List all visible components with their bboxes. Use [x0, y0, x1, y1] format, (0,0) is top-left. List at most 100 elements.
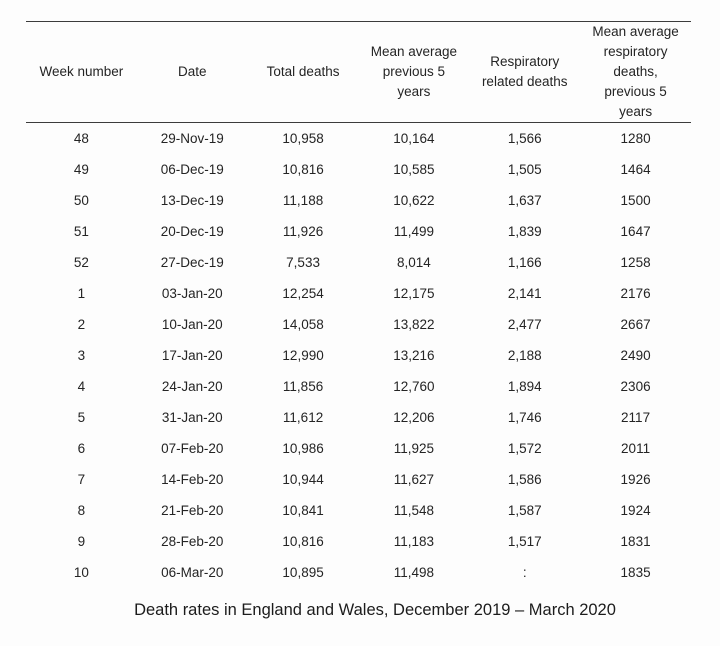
column-header-week-number: Week number [26, 21, 137, 123]
cell-total-deaths: 10,816 [282, 162, 324, 177]
cell-respiratory-deaths: 2,141 [507, 286, 542, 301]
cell-respiratory-deaths: 2,188 [507, 348, 542, 363]
cell-respiratory-deaths: 1,894 [507, 379, 542, 394]
table-container: Week number Date Total deaths Mean avera… [26, 21, 691, 588]
cell-date: 31-Jan-20 [161, 410, 223, 425]
cell-mean-respiratory-5-years: 1258 [620, 255, 651, 270]
death-rates-table: Week number Date Total deaths Mean avera… [26, 21, 691, 588]
cell-week-number: 8 [77, 503, 86, 518]
cell-mean-previous-5-years: 11,183 [393, 534, 435, 549]
cell-date: 03-Jan-20 [161, 286, 223, 301]
cell-total-deaths: 7,533 [286, 255, 320, 270]
cell-week-number: 9 [77, 534, 86, 549]
cell-respiratory-deaths: 2,477 [507, 317, 542, 332]
cell-mean-respiratory-5-years: 2011 [621, 441, 651, 456]
cell-mean-previous-5-years: 11,498 [393, 565, 435, 580]
table-row: 5 31-Jan-20 11,612 12,206 1,746 2117 [26, 402, 691, 433]
table-row: 48 29-Nov-19 10,958 10,164 1,566 1280 [26, 123, 691, 155]
cell-respiratory-deaths: 1,637 [507, 193, 542, 208]
cell-week-number: 6 [77, 441, 86, 456]
cell-mean-respiratory-5-years: 2667 [620, 317, 651, 332]
cell-mean-previous-5-years: 8,014 [397, 255, 431, 270]
cell-respiratory-deaths: 1,586 [507, 472, 542, 487]
cell-mean-previous-5-years: 12,206 [393, 410, 435, 425]
cell-mean-respiratory-5-years: 1280 [620, 131, 651, 146]
column-header-mean-respiratory-5-years: Mean average respiratory deaths, previou… [580, 21, 691, 123]
cell-mean-previous-5-years: 11,627 [393, 472, 435, 487]
cell-mean-previous-5-years: 11,925 [393, 441, 435, 456]
cell-mean-previous-5-years: 10,622 [393, 193, 435, 208]
cell-total-deaths: 11,856 [282, 379, 324, 394]
cell-week-number: 52 [73, 255, 89, 270]
table-row: 8 21-Feb-20 10,841 11,548 1,587 1924 [26, 495, 691, 526]
cell-respiratory-deaths: 1,587 [507, 503, 542, 518]
table-row: 1 03-Jan-20 12,254 12,175 2,141 2176 [26, 278, 691, 309]
cell-week-number: 3 [77, 348, 86, 363]
table-row: 6 07-Feb-20 10,986 11,925 1,572 2011 [26, 433, 691, 464]
cell-mean-respiratory-5-years: 2306 [620, 379, 651, 394]
cell-mean-respiratory-5-years: 1464 [620, 162, 651, 177]
cell-week-number: 7 [77, 472, 86, 487]
cell-date: 07-Feb-20 [161, 441, 224, 456]
cell-mean-previous-5-years: 12,175 [393, 286, 435, 301]
cell-total-deaths: 10,986 [282, 441, 324, 456]
column-header-total-deaths: Total deaths [247, 21, 359, 123]
cell-total-deaths: 11,612 [282, 410, 324, 425]
cell-mean-previous-5-years: 11,499 [393, 224, 435, 239]
cell-mean-previous-5-years: 12,760 [393, 379, 435, 394]
cell-date: 28-Feb-20 [161, 534, 224, 549]
cell-mean-respiratory-5-years: 1835 [620, 565, 651, 580]
cell-total-deaths: 10,958 [282, 131, 324, 146]
cell-mean-previous-5-years: 11,548 [393, 503, 435, 518]
cell-mean-respiratory-5-years: 1647 [620, 224, 651, 239]
table-row: 4 24-Jan-20 11,856 12,760 1,894 2306 [26, 371, 691, 402]
header-row: Week number Date Total deaths Mean avera… [26, 21, 691, 123]
cell-mean-respiratory-5-years: 1926 [620, 472, 651, 487]
cell-respiratory-deaths: 1,839 [507, 224, 542, 239]
cell-total-deaths: 10,944 [282, 472, 324, 487]
cell-mean-respiratory-5-years: 2490 [620, 348, 651, 363]
cell-mean-respiratory-5-years: 1831 [620, 534, 651, 549]
table-row: 52 27-Dec-19 7,533 8,014 1,166 1258 [26, 247, 691, 278]
cell-mean-respiratory-5-years: 2117 [621, 410, 651, 425]
cell-total-deaths: 11,188 [282, 193, 324, 208]
cell-respiratory-deaths: 1,566 [507, 131, 542, 146]
column-header-mean-previous-5-years: Mean average previous 5 years [358, 21, 470, 123]
cell-respiratory-deaths: : [522, 565, 527, 580]
cell-week-number: 49 [73, 162, 89, 177]
cell-date: 21-Feb-20 [161, 503, 224, 518]
cell-mean-previous-5-years: 10,164 [393, 131, 435, 146]
cell-total-deaths: 10,841 [282, 503, 324, 518]
cell-total-deaths: 10,816 [282, 534, 324, 549]
cell-date: 10-Jan-20 [161, 317, 223, 332]
table-row: 10 06-Mar-20 10,895 11,498 : 1835 [26, 557, 691, 588]
cell-mean-previous-5-years: 13,822 [393, 317, 435, 332]
cell-week-number: 4 [77, 379, 86, 394]
cell-total-deaths: 10,895 [282, 565, 324, 580]
cell-total-deaths: 11,926 [282, 224, 324, 239]
cell-mean-respiratory-5-years: 2176 [620, 286, 651, 301]
cell-total-deaths: 14,058 [282, 317, 324, 332]
cell-week-number: 10 [73, 565, 89, 580]
cell-respiratory-deaths: 1,505 [507, 162, 542, 177]
table-row: 2 10-Jan-20 14,058 13,822 2,477 2667 [26, 309, 691, 340]
cell-date: 06-Mar-20 [161, 565, 224, 580]
cell-respiratory-deaths: 1,166 [507, 255, 542, 270]
table-row: 49 06-Dec-19 10,816 10,585 1,505 1464 [26, 154, 691, 185]
cell-date: 29-Nov-19 [160, 131, 224, 146]
cell-date: 13-Dec-19 [160, 193, 224, 208]
cell-week-number: 48 [73, 131, 89, 146]
column-header-respiratory-deaths: Respiratory related deaths [469, 21, 581, 123]
table-row: 50 13-Dec-19 11,188 10,622 1,637 1500 [26, 185, 691, 216]
column-header-date: Date [136, 21, 248, 123]
table-row: 3 17-Jan-20 12,990 13,216 2,188 2490 [26, 340, 691, 371]
cell-date: 24-Jan-20 [161, 379, 223, 394]
table-row: 9 28-Feb-20 10,816 11,183 1,517 1831 [26, 526, 691, 557]
cell-date: 20-Dec-19 [160, 224, 224, 239]
table-row: 7 14-Feb-20 10,944 11,627 1,586 1926 [26, 464, 691, 495]
cell-mean-previous-5-years: 10,585 [393, 162, 435, 177]
cell-date: 27-Dec-19 [160, 255, 224, 270]
cell-total-deaths: 12,254 [282, 286, 324, 301]
cell-week-number: 5 [77, 410, 86, 425]
